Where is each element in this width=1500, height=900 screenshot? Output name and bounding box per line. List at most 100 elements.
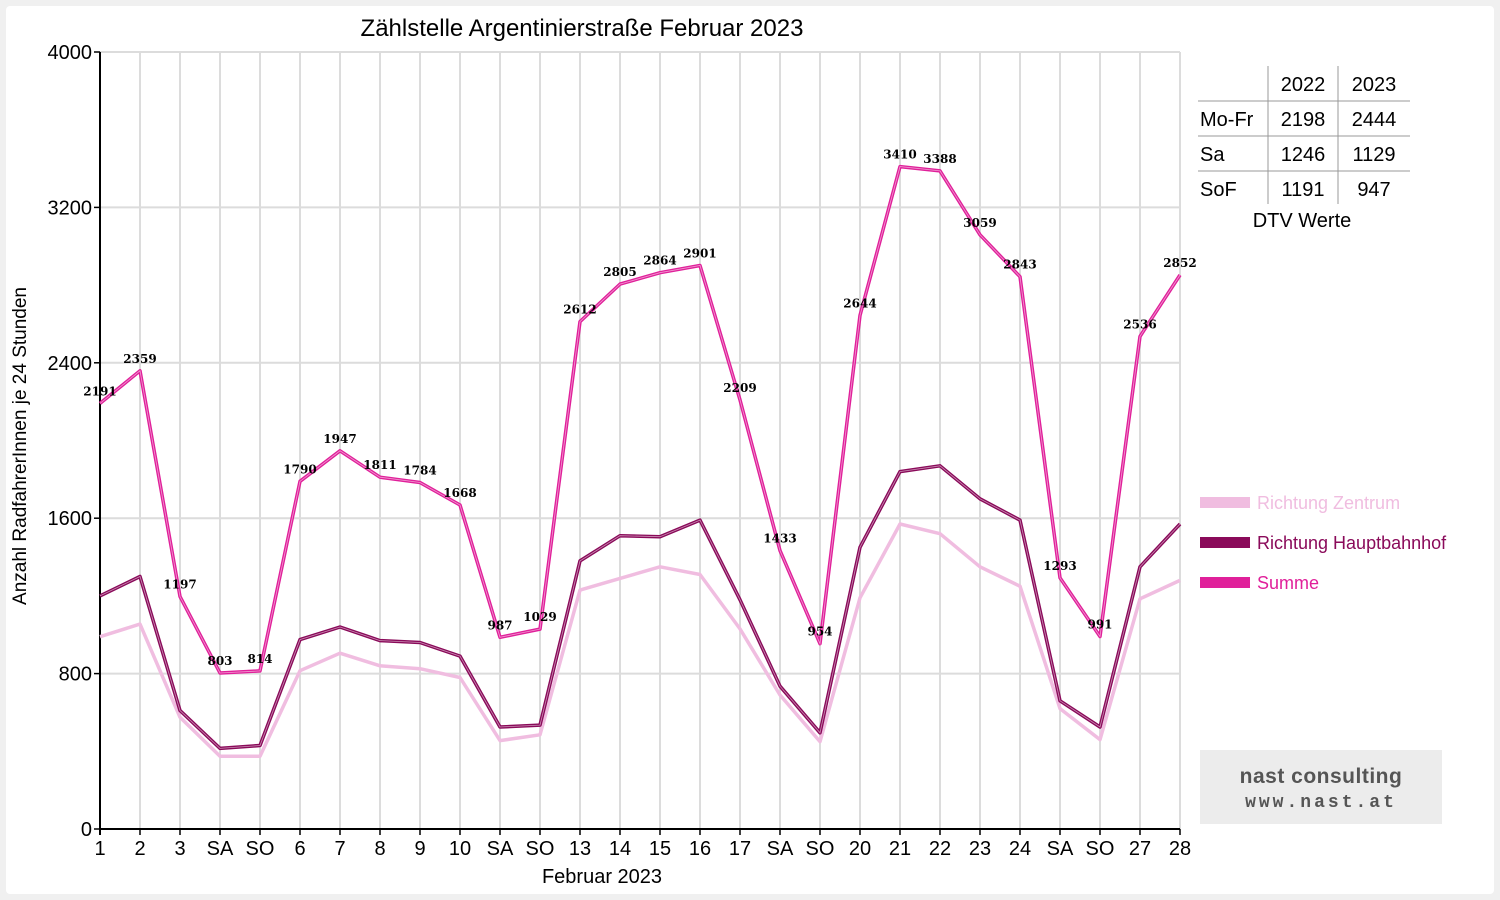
x-tick-label: 24 <box>1009 838 1031 860</box>
y-tick-label: 4000 <box>48 42 93 64</box>
data-label: 1947 <box>323 432 356 446</box>
data-label: 987 <box>487 618 512 632</box>
legend-swatch <box>1200 577 1250 588</box>
series-line-highlight <box>99 166 1181 674</box>
x-tick-label: 7 <box>334 838 345 860</box>
x-tick-label: SA <box>207 838 234 860</box>
dtv-cell: 2198 <box>1281 109 1326 131</box>
logo-url: www.nast.at <box>1245 793 1397 813</box>
data-label: 2644 <box>843 296 876 310</box>
x-tick-label: 8 <box>374 838 385 860</box>
data-label: 814 <box>247 652 272 666</box>
x-tick-label: 3 <box>174 838 185 860</box>
y-axis-label: Anzahl RadfahrerInnen je 24 Stunden <box>10 287 31 605</box>
dtv-row-label: SoF <box>1200 179 1237 201</box>
y-tick-label: 800 <box>59 664 92 686</box>
logo: nast consulting www.nast.at <box>1200 750 1442 824</box>
chart-title: Zählstelle Argentinierstraße Februar 202… <box>361 15 804 42</box>
data-label: 2864 <box>643 254 676 268</box>
series-layer <box>98 164 1182 758</box>
y-tick-label: 0 <box>81 819 92 841</box>
dtv-table: 2022 2023 Mo-Fr 2198 2444 Sa 1246 1129 SoF 1191 94… <box>1198 66 1410 232</box>
x-tick-label: SO <box>246 838 275 860</box>
legend-swatch <box>1200 537 1250 548</box>
x-tick-label: 14 <box>609 838 631 860</box>
y-tick-label: 3200 <box>48 197 93 219</box>
legend-label: Richtung Hauptbahnhof <box>1257 533 1447 553</box>
data-labels-layer: 2191 2359 1197 803 814 1790 1947 1811 1784 1668 98… <box>83 148 1196 668</box>
dtv-cell: 1246 <box>1281 144 1326 166</box>
dtv-row-label: Mo-Fr <box>1200 109 1254 131</box>
dtv-cell: 947 <box>1357 179 1390 201</box>
x-tick-label: SO <box>806 838 835 860</box>
data-label: 1293 <box>1043 559 1076 573</box>
data-label: 2536 <box>1123 317 1156 331</box>
data-label: 1197 <box>163 577 196 591</box>
data-label: 3410 <box>883 148 916 162</box>
x-tick-label: SA <box>487 838 514 860</box>
x-tick-label: 10 <box>449 838 471 860</box>
legend-swatch <box>1200 497 1250 508</box>
legend-label: Richtung Zentrum <box>1257 493 1400 513</box>
dtv-cell: 2444 <box>1352 109 1397 131</box>
chart-frame: Zählstelle Argentinierstraße Februar 202… <box>6 6 1494 894</box>
x-tick-label: 9 <box>414 838 425 860</box>
x-tick-label: 28 <box>1169 838 1191 860</box>
dtv-header: 2022 <box>1281 74 1326 96</box>
x-tick-label: SA <box>767 838 794 860</box>
data-label: 1790 <box>283 462 316 476</box>
data-label: 2901 <box>683 246 716 260</box>
x-tick-label: SO <box>526 838 555 860</box>
series-line <box>99 464 1182 751</box>
x-tick-label: 27 <box>1129 838 1151 860</box>
x-tick-label: SA <box>1047 838 1074 860</box>
x-tick-label: 23 <box>969 838 991 860</box>
dtv-cell: 1129 <box>1352 144 1395 166</box>
data-label: 2805 <box>603 265 636 279</box>
data-label: 3059 <box>963 216 996 230</box>
series-line-highlight <box>99 465 1181 749</box>
data-label: 2852 <box>1163 256 1196 270</box>
dtv-header: 2023 <box>1352 74 1397 96</box>
chart-svg: Zählstelle Argentinierstraße Februar 202… <box>10 15 1447 888</box>
x-axis-label: Februar 2023 <box>542 866 662 888</box>
x-tick-label: 22 <box>929 838 951 860</box>
x-tick-label: 15 <box>649 838 671 860</box>
series-line <box>99 522 1181 758</box>
x-tick-label: 21 <box>889 838 911 860</box>
x-tick-label: SO <box>1086 838 1115 860</box>
dtv-caption: DTV Werte <box>1253 210 1352 232</box>
data-label: 1668 <box>443 486 476 500</box>
x-tick-label: 17 <box>729 838 751 860</box>
data-label: 3388 <box>923 152 956 166</box>
data-label: 954 <box>807 625 832 639</box>
data-label: 2209 <box>723 381 756 395</box>
legend-label: Summe <box>1257 573 1319 593</box>
y-tick-label: 2400 <box>48 353 93 375</box>
data-label: 1029 <box>523 610 556 624</box>
data-label: 2191 <box>83 384 116 398</box>
x-tick-label: 6 <box>294 838 305 860</box>
series-line <box>98 164 1182 675</box>
data-label: 1811 <box>363 458 396 472</box>
x-tick-label: 13 <box>569 838 591 860</box>
logo-name: nast consulting <box>1240 765 1403 788</box>
data-label: 2843 <box>1003 258 1036 272</box>
data-label: 803 <box>207 654 232 668</box>
x-tick-label: 1 <box>94 838 105 860</box>
grid-layer <box>100 51 1181 829</box>
x-tick-label: 2 <box>134 838 145 860</box>
data-label: 1433 <box>763 532 796 546</box>
x-tick-label: 16 <box>689 838 711 860</box>
logo-box <box>1200 750 1442 824</box>
data-label: 1784 <box>403 463 436 477</box>
legend: Richtung Zentrum Richtung Hauptbahnhof Sum… <box>1200 493 1447 593</box>
data-label: 991 <box>1087 617 1112 631</box>
data-label: 2612 <box>563 303 596 317</box>
dtv-cell: 1191 <box>1281 179 1324 201</box>
x-tick-label: 20 <box>849 838 871 860</box>
y-tick-label: 1600 <box>48 508 93 530</box>
data-label: 2359 <box>123 352 156 366</box>
dtv-row-label: Sa <box>1200 144 1225 166</box>
